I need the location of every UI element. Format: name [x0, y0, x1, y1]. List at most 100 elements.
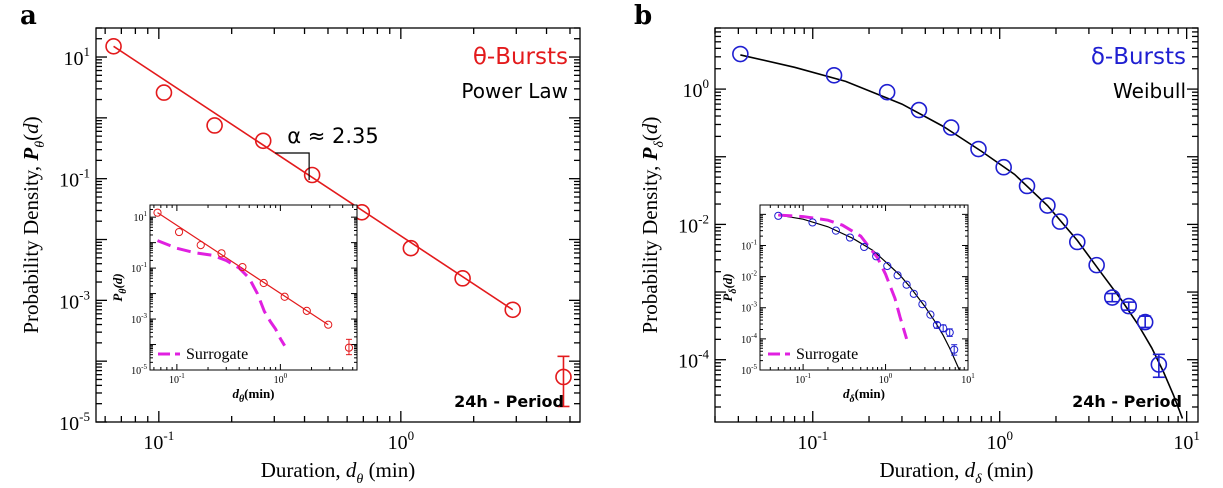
panel-b-inset: 10-1 100 10110-510-410-310-210-1Surrogated… — [720, 204, 975, 405]
panel-a-letter: a — [20, 1, 37, 31]
panel-b-xlabel-sub: δ — [975, 472, 982, 487]
panel-b-point-6 — [995, 158, 1012, 176]
panel-b-x-tick-label-2-mantissa: 10 — [1173, 432, 1193, 454]
panel-b-point-4 — [942, 119, 960, 136]
panel-a-y-tick-label-3-exponent: 1 — [84, 44, 91, 59]
panel-b-ylabel-close: ) — [638, 117, 662, 124]
panel-b-fit-line — [740, 54, 1184, 419]
panel-a-inset-point-7 — [302, 306, 311, 315]
panel-b-inset-point-6 — [883, 261, 892, 271]
panel-b-inset-point-5 — [872, 252, 881, 261]
panel-a-y-tick-label-0-mantissa: 10 — [59, 413, 79, 435]
panel-a-inset-xlabel-sub: θ — [239, 394, 245, 405]
panel-b-point-1 — [825, 66, 843, 84]
panel-b-inset-point-10 — [918, 300, 927, 309]
panel-b-inset-x-tick-label-1: 100 — [879, 372, 893, 386]
panel-b-inset-point-7 — [893, 271, 902, 280]
panel-b-point-10 — [1068, 233, 1086, 251]
panel-a-inset-frame — [149, 204, 358, 371]
panel-b-inset-frame — [759, 204, 969, 371]
panel-a-point-1 — [155, 84, 173, 101]
panel-a-ylabel-var: P — [19, 148, 43, 162]
panel-a-legend-sub: Power Law — [461, 79, 568, 103]
panel-b-inset-ylabel: Pδ(d) — [720, 273, 739, 301]
panel-b-point-2 — [878, 83, 896, 101]
panel-b-inset-ylabel-var: P — [720, 293, 735, 302]
panel-b-x-tick-label-0-exponent: -1 — [817, 428, 828, 443]
panel-b-legend-title: δ-Bursts — [1091, 44, 1186, 70]
panel-a-inset-ylabel: Pθ(d) — [110, 273, 129, 301]
panel-b-inset-x-tick-label-2: 101 — [961, 372, 975, 386]
panel-a-y-tick-label-1-exponent: -3 — [79, 287, 90, 302]
panel-a-x-tick-label-1: 100 — [388, 428, 415, 454]
panel-b-ylabel-sub: δ — [652, 141, 667, 148]
panel-a-slope-annotation: α ≈ 2.35 — [287, 124, 379, 148]
panel-a-inset-x-tick-label-0: 10-1 — [169, 372, 185, 386]
panel-b-y-tick-label-0-exponent: -4 — [698, 347, 709, 362]
panel-b-inset-xlabel-var: d — [843, 386, 850, 401]
panel-a-inset-legend-label: Surrogate — [186, 346, 248, 363]
panel-b-y-tick-label-1: 10-2 — [678, 211, 709, 237]
panel-b-inset-point-0 — [774, 211, 783, 220]
panel-a-y-tick-label-1-mantissa: 10 — [59, 291, 79, 313]
panel-a-y-tick-label-3-mantissa: 10 — [64, 48, 84, 70]
panel-b-inset-y-tick-label-3-mantissa: 10 — [741, 273, 751, 284]
panel-a-inset-ylabel-var: P — [110, 293, 125, 302]
panel-a-y-tick-label-1: 10-3 — [59, 287, 90, 313]
panel-b-inset-y-tick-label-4-mantissa: 10 — [741, 241, 751, 252]
panel-a-x-tick-label-0-exponent: -1 — [163, 428, 174, 443]
panel-a-ylabel-sub: θ — [33, 141, 48, 148]
panel-b-point-9 — [1051, 213, 1069, 230]
panel-b-point-15 — [1150, 356, 1168, 373]
panel-a-point-9 — [555, 368, 572, 386]
panel-b-x-tick-label-1-exponent: 0 — [1006, 428, 1013, 443]
panel-b-x-tick-label-2: 101 — [1173, 428, 1200, 454]
panel-a-inset-x-tick-label-1-mantissa: 10 — [274, 375, 284, 386]
panel-b-inset-point-4 — [860, 242, 869, 252]
panel-a-point-0 — [105, 38, 122, 55]
panel-a-slope-triangle — [275, 152, 310, 180]
panel-b-inset-y-tick-label-1-exponent: -4 — [751, 332, 757, 340]
panel-b-inset-y-tick-label-0-mantissa: 10 — [741, 366, 751, 377]
panel-a-inset-point-0 — [153, 208, 162, 217]
panel-a-x-tick-label-0: 10-1 — [143, 428, 174, 454]
panel-b-inset-point-9 — [909, 289, 918, 298]
panel-b-inset-y-tick-label-1: 10-4 — [741, 332, 757, 346]
panel-b-inset-y-tick-label-2: 10-3 — [741, 301, 757, 315]
panel-a-inset-x-tick-label-1: 100 — [274, 372, 288, 386]
panel-a-point-3 — [254, 132, 272, 150]
panel-a-inset-surrogate-line — [156, 239, 286, 347]
panel-a-inset-ylabel-arg: (d) — [110, 273, 125, 288]
panel-a-inset-point-5 — [259, 278, 268, 288]
panel-a-ylabel-arg: d — [19, 123, 43, 134]
panel-b-xlabel-suffix: (min) — [982, 458, 1034, 482]
panel-b-inset-x-tick-label-2-exponent: 1 — [971, 372, 975, 380]
panel-b-y-tick-label-2-mantissa: 10 — [683, 80, 703, 102]
panel-b-inset-y-tick-label-4-exponent: -1 — [751, 238, 757, 246]
panel-b-x-tick-label-2-exponent: 1 — [1193, 428, 1200, 443]
panel-b-ylabel-arg: d — [638, 123, 662, 134]
panel-b-xlabel: Duration, dδ (min) — [879, 458, 1033, 487]
panel-b-point-3 — [910, 101, 928, 119]
panel-b-ylabel-open: ( — [638, 134, 662, 141]
panel-a-inset-x-tick-label-0-mantissa: 10 — [169, 375, 179, 386]
panel-a-inset-x-tick-label-0-exponent: -1 — [179, 372, 185, 380]
panel-a-inset-y-tick-label-1: 10-3 — [131, 312, 147, 326]
panel-b-point-8 — [1039, 197, 1056, 214]
panel-a-xlabel-suffix: (min) — [363, 458, 415, 482]
panel-b-y-tick-label-1-mantissa: 10 — [678, 215, 698, 237]
panel-b-inset-ylabel-sub: δ — [728, 289, 739, 294]
panel-b-inset-ylabel-arg: (d) — [720, 273, 735, 288]
panel-a-data — [105, 38, 572, 408]
panel-a-inset-ylabel-sub: θ — [118, 288, 129, 294]
panel-a-ylabel-open: ( — [19, 134, 43, 141]
panel-a-inset-y-tick-label-1-exponent: -3 — [141, 312, 147, 320]
panel-a-inset-point-4 — [238, 262, 247, 272]
panel-b-inset-point-2 — [831, 226, 841, 235]
panel-a-inset-point-2 — [196, 240, 205, 250]
panel-a-inset-point-6 — [280, 292, 289, 301]
panel-a-inset-y-tick-label-3-exponent: 1 — [144, 210, 148, 218]
panel-a-x-tick-label-1-exponent: 0 — [408, 428, 415, 443]
